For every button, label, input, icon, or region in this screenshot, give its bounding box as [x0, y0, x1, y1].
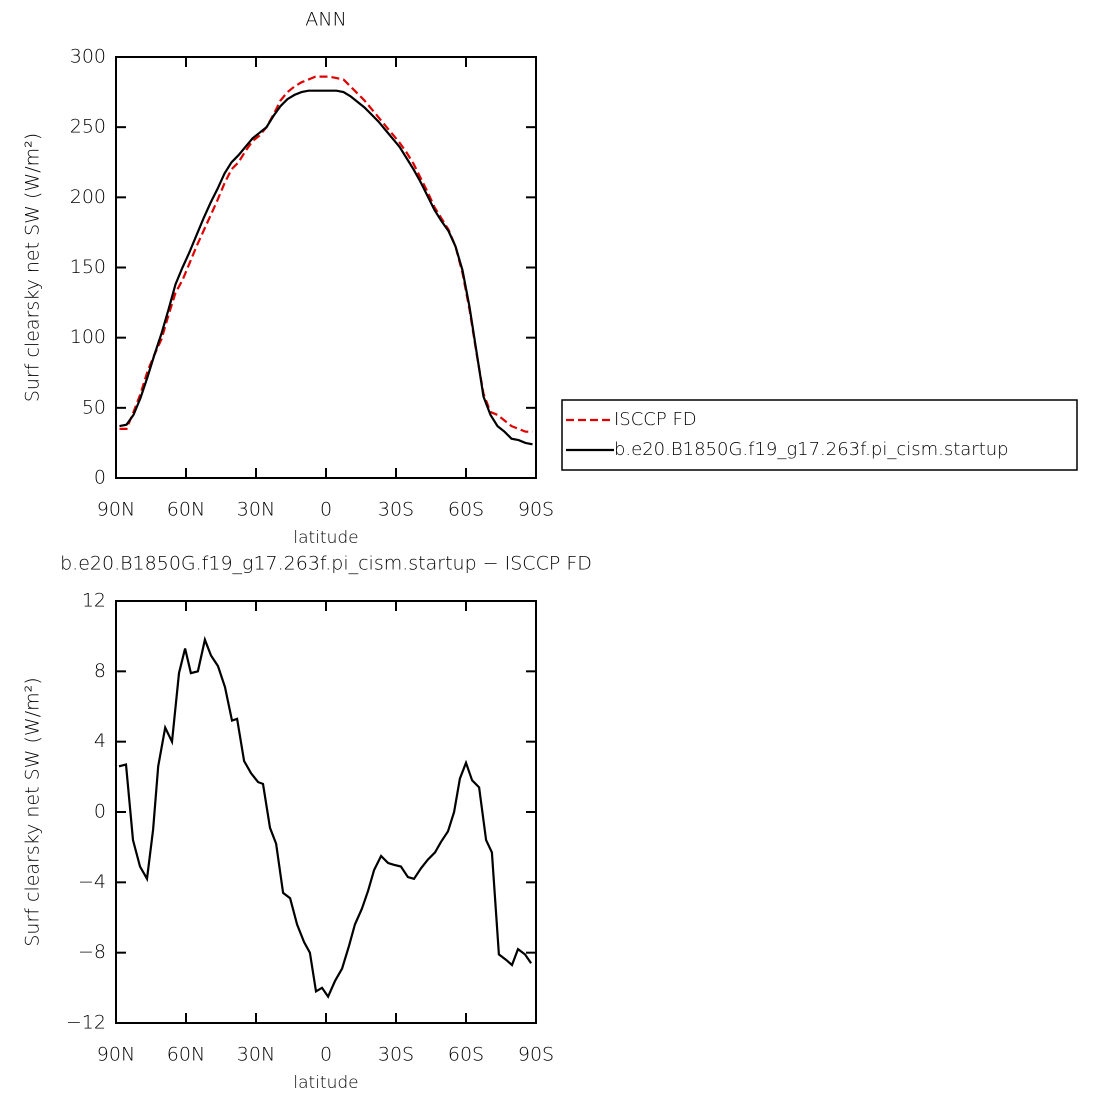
y-tick-label: 150: [70, 256, 106, 278]
legend-label: b.e20.B1850G.f19_g17.263f.pi_cism.startu…: [614, 439, 1009, 460]
y-axis-label: Surf clearsky net SW (W/m²): [22, 133, 44, 402]
x-tick-label: 0: [320, 1044, 332, 1066]
data-line: [119, 75, 533, 433]
x-axis-label: latitude: [293, 528, 358, 548]
y-tick-label: 300: [70, 46, 106, 68]
y-tick-label: 250: [70, 116, 106, 138]
x-tick-label: 30S: [378, 1044, 414, 1066]
data-line: [119, 89, 533, 446]
x-tick-label: 90S: [518, 1044, 554, 1066]
y-tick-label: 50: [82, 396, 106, 418]
y-tick-label: 0: [94, 801, 106, 823]
x-tick-label: 60S: [448, 1044, 484, 1066]
chart-title: ANN: [305, 9, 346, 31]
x-tick-label: 30S: [378, 499, 414, 521]
x-axis-label: latitude: [293, 1073, 358, 1093]
legend-box: [561, 399, 1078, 471]
x-tick-label: 30N: [237, 499, 275, 521]
data-line: [118, 635, 533, 999]
y-axis-label: Surf clearsky net SW (W/m²): [22, 677, 44, 946]
y-tick-label: 8: [94, 660, 106, 682]
y-tick-label: 0: [94, 467, 106, 489]
x-tick-label: 60N: [167, 499, 205, 521]
y-tick-label: 12: [82, 590, 106, 612]
x-tick-label: 0: [320, 499, 332, 521]
y-tick-label: −4: [78, 871, 106, 893]
x-tick-label: 60N: [167, 1044, 205, 1066]
x-tick-label: 30N: [237, 1044, 275, 1066]
plot-frame: [115, 600, 537, 1024]
x-tick-label: 90N: [97, 1044, 135, 1066]
y-tick-label: 100: [70, 326, 106, 348]
plot-frame: [115, 56, 537, 479]
y-tick-label: −8: [78, 941, 106, 963]
chart-title: b.e20.B1850G.f19_g17.263f.pi_cism.startu…: [60, 553, 592, 575]
x-tick-label: 90N: [97, 499, 135, 521]
y-tick-label: 200: [70, 186, 106, 208]
x-tick-label: 60S: [448, 499, 484, 521]
x-tick-label: 90S: [518, 499, 554, 521]
y-tick-label: 4: [94, 730, 106, 752]
legend-label: ISCCP FD: [614, 409, 697, 430]
y-tick-label: −12: [66, 1012, 106, 1034]
